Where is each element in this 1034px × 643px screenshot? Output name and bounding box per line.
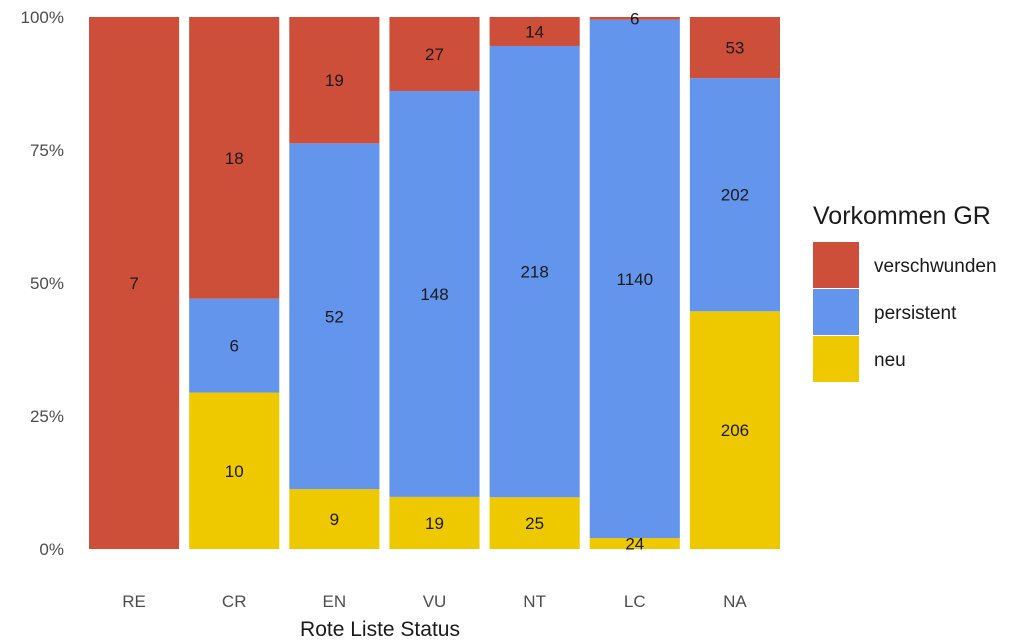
legend-label-neu: neu [874,350,906,371]
y-tick-label-75pct: 75% [30,141,64,160]
legend-swatch-verschwunden [813,242,859,288]
bar-segment-nt-persistent [489,45,580,498]
bar-segment-lc-persistent [589,19,680,539]
legend-title: Vorkommen GR [813,202,991,230]
bars-group [89,17,780,549]
bar-label-nt-verschwunden: 14 [525,22,544,41]
legend-swatch-neu [813,336,859,382]
bar-segment-en-neu [289,489,380,549]
bar-label-lc-neu: 24 [625,535,644,554]
legend-label-persistent: persistent [874,303,957,324]
legend: Vorkommen GR verschwunden persistent neu [813,202,997,382]
x-tick-label-na: NA [723,592,747,611]
bar-label-na-persistent: 202 [721,186,749,205]
bar-label-en-verschwunden: 19 [325,71,344,90]
x-tick-label-vu: VU [423,592,447,611]
bar-segment-nt-neu [489,497,580,549]
bar-label-re-verschwunden: 7 [129,274,138,293]
bar-segment-cr-persistent [189,298,280,393]
bar-label-en-neu: 9 [330,510,339,529]
bar-label-vu-neu: 19 [425,514,444,533]
bar-segment-vu-neu [389,496,480,549]
y-tick-label-50pct: 50% [30,274,64,293]
legend-swatch-persistent [813,289,859,335]
bar-segment-cr-verschwunden [189,17,280,299]
bar-segment-cr-neu [189,392,280,549]
x-axis-title: Rote Liste Status [300,618,460,641]
bar-segment-en-verschwunden [289,17,380,144]
legend-items: verschwunden persistent neu [813,242,997,382]
bar-label-en-persistent: 52 [325,307,344,326]
y-axis: 0% 25% 50% 75% 100% [21,8,64,559]
bar-label-cr-neu: 10 [225,462,244,481]
x-tick-label-re: RE [122,592,146,611]
y-tick-label-100pct: 100% [21,8,64,27]
bar-label-cr-verschwunden: 18 [225,149,244,168]
y-tick-label-0pct: 0% [39,540,64,559]
bar-label-na-neu: 206 [721,421,749,440]
bar-label-nt-neu: 25 [525,514,544,533]
y-tick-label-25pct: 25% [30,407,64,426]
bar-label-cr-persistent: 6 [229,337,238,356]
bar-labels-group: 7 10 6 18 9 52 19 19 148 27 25 218 14 24 1140 6 206 202 53 [129,9,749,553]
bar-segment-nt-verschwunden [489,17,580,46]
legend-label-verschwunden: verschwunden [874,256,997,277]
bar-segment-vu-verschwunden [389,17,480,92]
bar-segment-vu-persistent [389,91,480,497]
x-axis: RE CR EN VU NT LC NA [122,592,747,611]
bar-label-lc-verschwunden: 6 [630,9,639,28]
bar-segment-na-persistent [689,78,780,312]
x-tick-label-lc: LC [624,592,646,611]
bar-label-vu-persistent: 148 [420,285,448,304]
bar-segment-lc-neu [589,538,680,549]
bar-segment-lc-verschwunden [589,17,680,20]
bar-label-vu-verschwunden: 27 [425,45,444,64]
bar-label-na-verschwunden: 53 [725,39,744,58]
bar-segment-na-verschwunden [689,17,780,79]
bar-segment-re-verschwunden [89,17,180,549]
bar-segment-na-neu [689,311,780,549]
x-tick-label-cr: CR [222,592,247,611]
bar-label-lc-persistent: 1140 [617,270,654,289]
x-tick-label-en: EN [323,592,347,611]
bar-segment-en-persistent [289,143,380,490]
x-tick-label-nt: NT [523,592,546,611]
bar-label-nt-persistent: 218 [520,263,548,282]
